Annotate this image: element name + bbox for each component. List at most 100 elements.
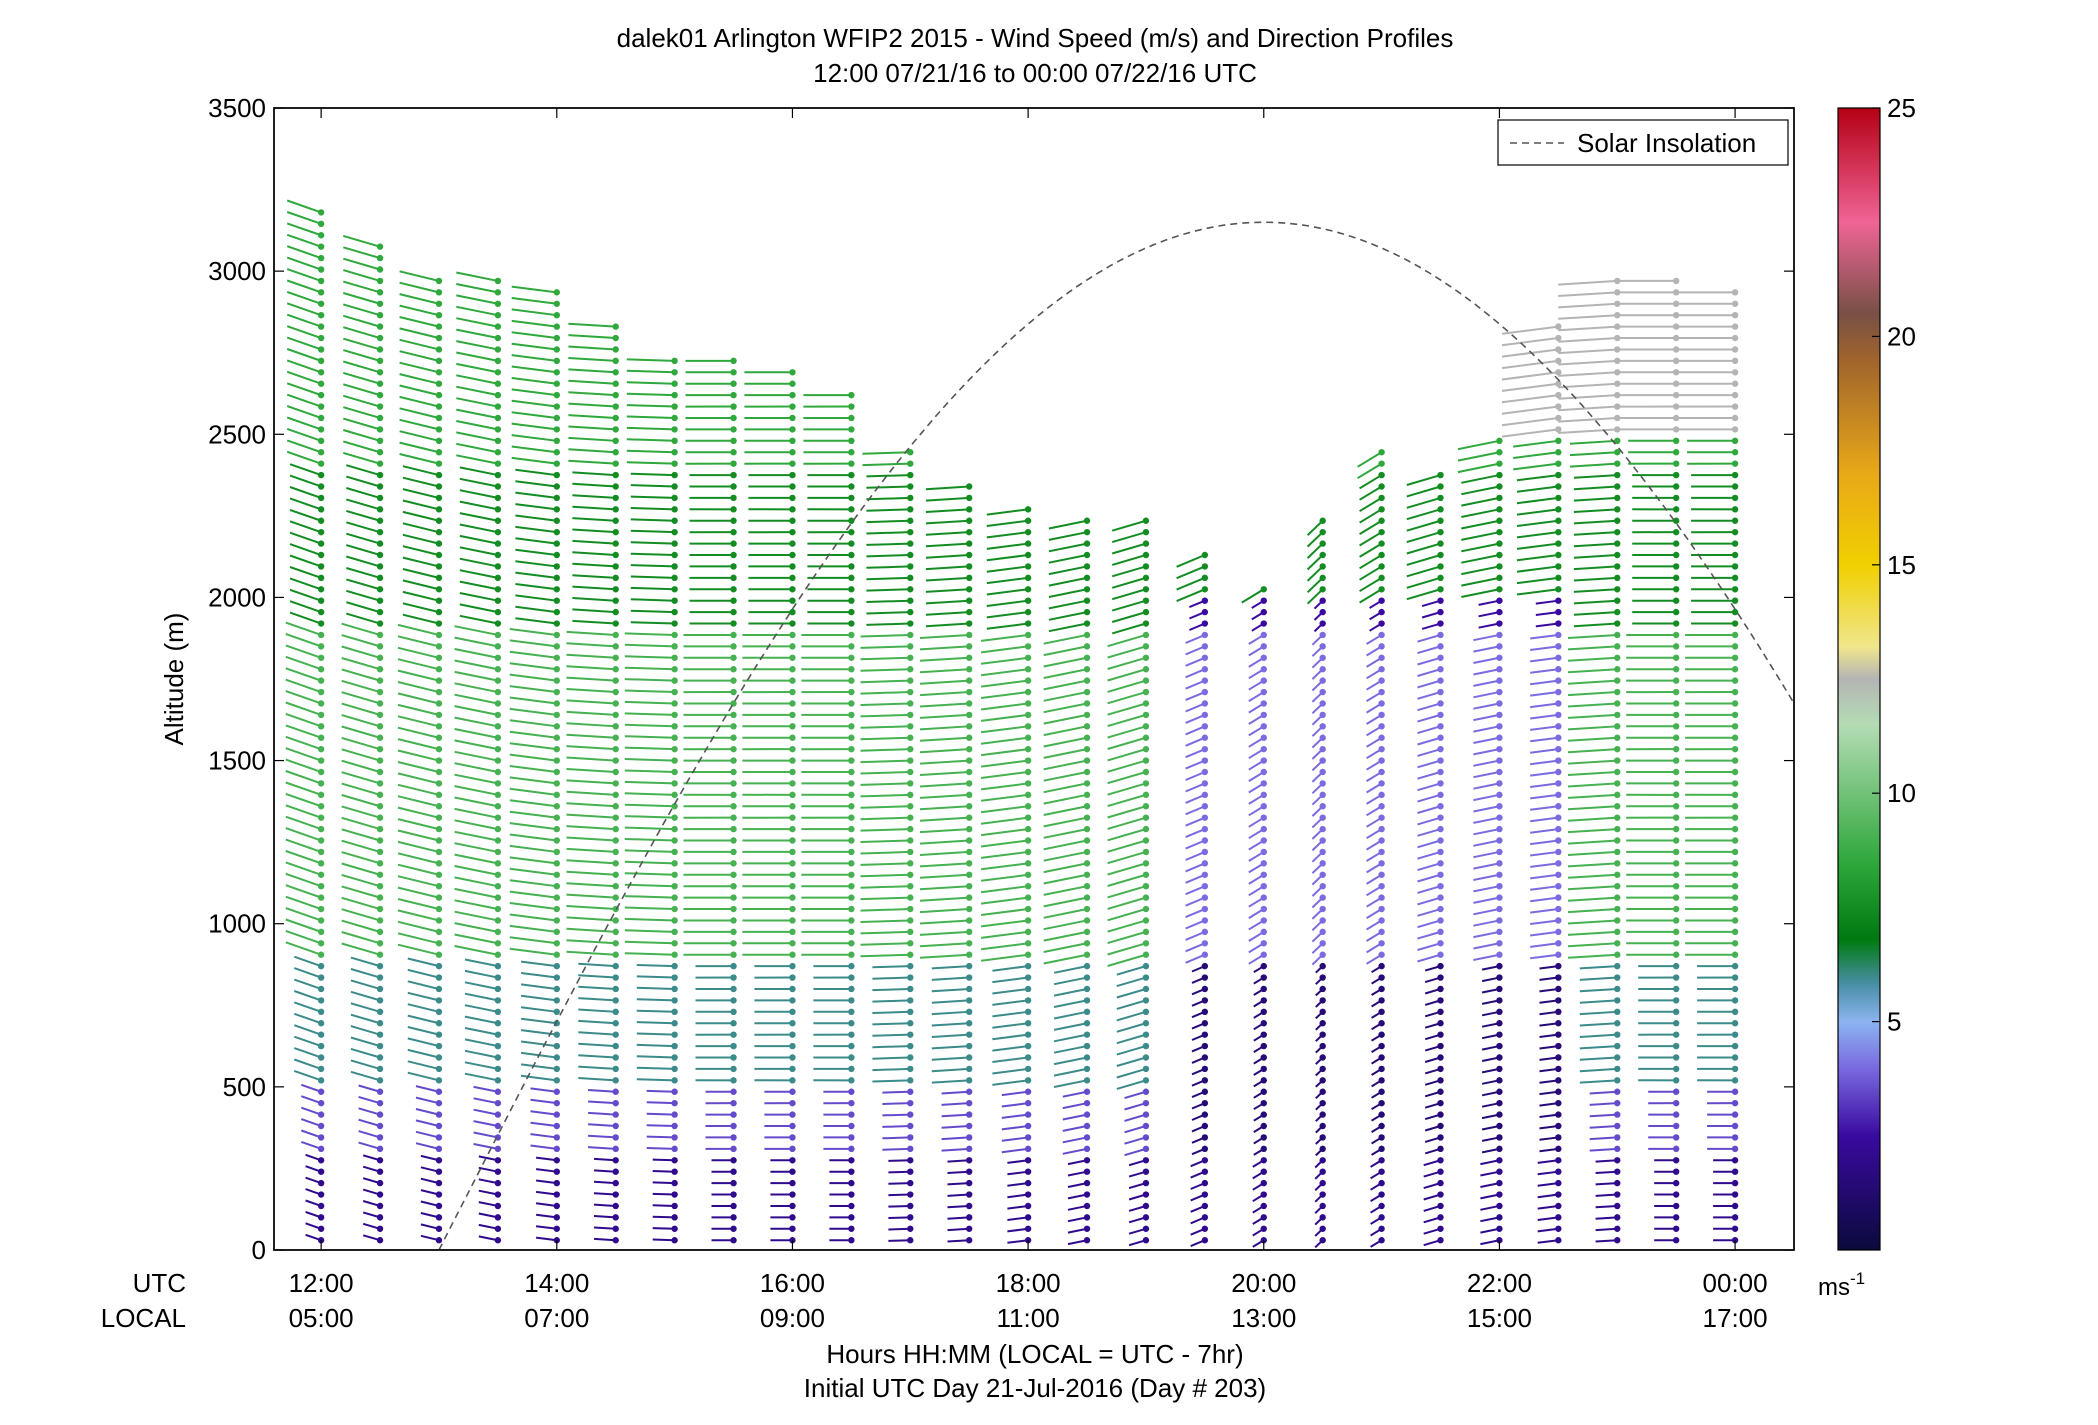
wind-barb-shaft (1062, 1113, 1088, 1121)
wind-barb-shaft (402, 556, 440, 568)
wind-barb-point (1437, 837, 1444, 844)
wind-barb-shaft (289, 577, 322, 591)
wind-barb-shaft (1417, 953, 1441, 963)
wind-barb-point (376, 1111, 384, 1118)
wind-barb-point (1614, 677, 1621, 684)
wind-barb-shaft (399, 350, 440, 362)
wind-barb-point (1672, 1020, 1680, 1027)
wind-barb-point (494, 1214, 502, 1221)
wind-barb-shaft (341, 702, 381, 716)
wind-barb-point (1614, 1168, 1621, 1175)
wind-barb-point (376, 734, 384, 741)
wind-barb-point (1378, 745, 1385, 753)
wind-barb-point (317, 540, 325, 547)
wind-barb-point (1142, 1168, 1150, 1175)
wind-barb-shaft (1185, 736, 1206, 747)
wind-barb-shaft (407, 1060, 440, 1070)
wind-barb-shaft (646, 1135, 675, 1139)
wind-barb-point (1496, 711, 1503, 719)
wind-barb-point (435, 426, 443, 433)
wind-barb-point (671, 620, 678, 627)
wind-barb-point (730, 1008, 737, 1016)
wind-barb-point (1496, 860, 1503, 867)
wind-barb-point (1731, 723, 1739, 730)
wind-barb-shaft (456, 431, 499, 442)
wind-barb-point (1378, 1237, 1385, 1244)
wind-barb-point (848, 471, 855, 479)
wind-barb-shaft (986, 611, 1029, 619)
wind-barb-shaft (566, 905, 616, 911)
wind-barb-point (1496, 1134, 1503, 1141)
wind-barb-point (1555, 1088, 1562, 1095)
wind-barb-point (1672, 654, 1680, 661)
wind-barb-shaft (1530, 691, 1559, 697)
wind-barb-point (1024, 745, 1032, 753)
wind-barb-point (1614, 974, 1621, 981)
wind-barb-shaft (1530, 873, 1559, 880)
wind-barb-shaft (407, 1071, 440, 1082)
wind-barb-point (1731, 1042, 1739, 1050)
wind-barb-point (1731, 471, 1739, 479)
wind-barb-point (553, 311, 560, 319)
wind-barb-point (789, 1191, 796, 1198)
wind-barb-point (1083, 1214, 1091, 1221)
wind-barb-shaft (402, 522, 440, 534)
wind-barb-shaft (285, 712, 322, 728)
wind-barb-shaft (464, 1015, 499, 1025)
wind-barb-shaft (1124, 1136, 1147, 1145)
wind-barb-point (1319, 1020, 1326, 1027)
wind-barb-point (1731, 449, 1739, 456)
wind-barb-shaft (1048, 576, 1088, 587)
wind-barb-point (730, 768, 737, 776)
wind-barb-point (612, 848, 619, 856)
wind-barb-point (435, 277, 443, 285)
wind-barb-point (848, 985, 855, 993)
wind-barb-point (553, 962, 560, 970)
wind-barb-point (1555, 1031, 1562, 1038)
wind-barb-point (730, 688, 737, 696)
wind-barb-shaft (593, 1215, 616, 1219)
wind-barb-point (612, 1099, 619, 1107)
wind-barb-shaft (872, 976, 911, 980)
wind-barb-shaft (1185, 771, 1206, 781)
wind-barb-shaft (286, 268, 322, 282)
wind-barb-shaft (509, 913, 557, 922)
wind-barb-point (553, 928, 560, 936)
wind-barb-shaft (399, 430, 440, 442)
wind-barb-shaft (399, 327, 440, 340)
wind-barb-shaft (1417, 656, 1441, 666)
wind-barb-point (553, 688, 560, 696)
wind-barb-shaft (1053, 1010, 1088, 1020)
wind-barb-point (1378, 631, 1385, 639)
wind-barb-shaft (630, 621, 675, 625)
wind-barb-shaft (1567, 668, 1618, 674)
wind-barb-point (848, 494, 855, 502)
wind-barb-point (730, 1134, 737, 1141)
wind-barb-point (1672, 711, 1680, 719)
wind-barb-shaft (459, 512, 499, 522)
wind-barb-shaft (1107, 793, 1147, 808)
wind-barb-shaft (1043, 850, 1088, 862)
wind-barb-point (317, 860, 325, 867)
wind-barb-point (1555, 825, 1562, 833)
x-tick-label-local: 05:00 (289, 1303, 354, 1333)
wind-barb-shaft (286, 325, 322, 339)
wind-barb-shaft (1124, 1147, 1147, 1157)
wind-barb-point (671, 848, 678, 856)
wind-barb-shaft (511, 319, 557, 328)
wind-barb-shaft (1473, 942, 1500, 950)
wind-barb-point (848, 905, 855, 913)
wind-barb-shaft (1185, 862, 1206, 873)
wind-barb-shaft (1558, 314, 1618, 320)
wind-barb-point (789, 1214, 796, 1221)
wind-barb-point (671, 414, 678, 422)
wind-barb-point (789, 974, 796, 981)
wind-barb-point (317, 1077, 325, 1084)
wind-barb-shaft (1567, 725, 1618, 731)
wind-barb-point (1496, 814, 1503, 821)
wind-barb-point (612, 460, 619, 467)
wind-barb-shaft (588, 1089, 616, 1093)
wind-barb-point (612, 323, 619, 330)
wind-barb-point (1024, 974, 1032, 981)
wind-barb-shaft (1573, 485, 1618, 491)
